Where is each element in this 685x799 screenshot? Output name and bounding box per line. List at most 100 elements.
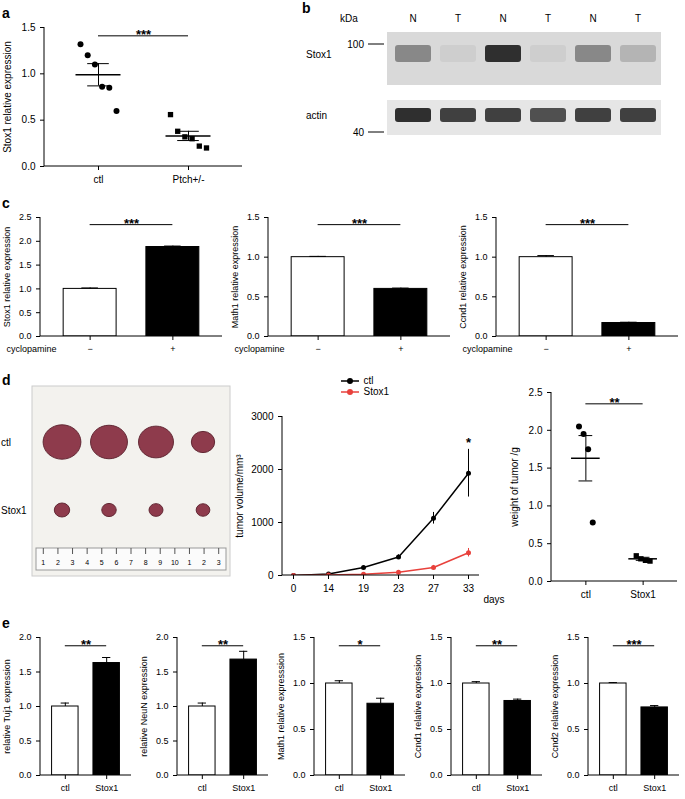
svg-text:N: N bbox=[589, 13, 596, 24]
svg-text:2: 2 bbox=[202, 559, 206, 566]
svg-text:2.0: 2.0 bbox=[19, 236, 32, 246]
svg-text:**: ** bbox=[609, 395, 620, 410]
svg-text:1.5: 1.5 bbox=[156, 667, 169, 677]
svg-text:N: N bbox=[499, 13, 506, 24]
svg-text:ctl: ctl bbox=[198, 783, 207, 793]
svg-text:14: 14 bbox=[323, 583, 335, 594]
svg-text:Ccnd2 relative expression: Ccnd2 relative expression bbox=[550, 655, 560, 759]
svg-text:7: 7 bbox=[129, 559, 133, 566]
svg-text:0.5: 0.5 bbox=[156, 736, 169, 746]
svg-text:1000: 1000 bbox=[251, 517, 274, 528]
svg-text:1.0: 1.0 bbox=[19, 284, 32, 294]
svg-text:2: 2 bbox=[56, 559, 60, 566]
svg-text:ctl: ctl bbox=[1, 437, 11, 448]
svg-text:0.5: 0.5 bbox=[22, 114, 36, 125]
svg-text:ctl: ctl bbox=[335, 783, 344, 793]
svg-text:1.5: 1.5 bbox=[22, 22, 36, 33]
svg-text:ctl: ctl bbox=[94, 174, 104, 185]
svg-text:5: 5 bbox=[100, 559, 104, 566]
svg-text:0.5: 0.5 bbox=[19, 736, 32, 746]
svg-text:**: ** bbox=[218, 637, 229, 652]
svg-text:1.0: 1.0 bbox=[156, 701, 169, 711]
svg-text:cyclopamine: cyclopamine bbox=[7, 344, 57, 354]
svg-text:ctl: ctl bbox=[609, 783, 618, 793]
svg-text:T: T bbox=[545, 13, 551, 24]
svg-text:0.5: 0.5 bbox=[19, 308, 32, 318]
svg-text:ctl: ctl bbox=[581, 589, 591, 600]
svg-text:**: ** bbox=[81, 637, 92, 652]
svg-text:N: N bbox=[409, 13, 416, 24]
svg-text:1.0: 1.0 bbox=[19, 701, 32, 711]
svg-text:0.5: 0.5 bbox=[529, 538, 543, 549]
svg-text:1.0: 1.0 bbox=[529, 500, 543, 511]
svg-text:actin: actin bbox=[306, 110, 327, 121]
svg-text:10: 10 bbox=[171, 559, 179, 566]
svg-text:0.5: 0.5 bbox=[293, 724, 306, 734]
svg-text:+: + bbox=[626, 344, 631, 354]
svg-text:100: 100 bbox=[347, 39, 364, 50]
svg-text:Stox1: Stox1 bbox=[630, 589, 656, 600]
svg-text:0: 0 bbox=[291, 583, 297, 594]
svg-text:1: 1 bbox=[41, 559, 45, 566]
svg-text:6: 6 bbox=[114, 559, 118, 566]
svg-text:23: 23 bbox=[393, 583, 405, 594]
svg-text:cyclopamine: cyclopamine bbox=[463, 344, 513, 354]
svg-text:2.0: 2.0 bbox=[156, 632, 169, 642]
svg-text:Stox1: Stox1 bbox=[1, 505, 27, 516]
svg-text:1.5: 1.5 bbox=[475, 212, 488, 222]
svg-text:Ptch+/-: Ptch+/- bbox=[173, 174, 205, 185]
svg-text:0.5: 0.5 bbox=[567, 724, 580, 734]
svg-text:days: days bbox=[483, 594, 504, 605]
svg-text:2000: 2000 bbox=[251, 464, 274, 475]
svg-text:Stox1: Stox1 bbox=[95, 783, 118, 793]
svg-text:kDa: kDa bbox=[340, 13, 358, 24]
svg-text:***: *** bbox=[580, 216, 596, 231]
svg-text:0.0: 0.0 bbox=[247, 331, 260, 341]
svg-text:Stox1 relative expression: Stox1 relative expression bbox=[2, 41, 13, 153]
svg-text:0: 0 bbox=[268, 570, 274, 581]
svg-text:0.0: 0.0 bbox=[529, 576, 543, 587]
svg-text:0.0: 0.0 bbox=[22, 161, 36, 172]
svg-text:weight of tumor /g: weight of tumor /g bbox=[509, 447, 520, 527]
svg-text:0.0: 0.0 bbox=[475, 331, 488, 341]
svg-text:Stox1: Stox1 bbox=[506, 783, 529, 793]
svg-text:+: + bbox=[398, 344, 403, 354]
svg-text:−: − bbox=[88, 344, 93, 354]
svg-text:T: T bbox=[455, 13, 461, 24]
svg-text:−: − bbox=[316, 344, 321, 354]
svg-text:Stox1: Stox1 bbox=[643, 783, 666, 793]
svg-text:tumor volume/mm³: tumor volume/mm³ bbox=[234, 454, 245, 538]
svg-text:0.0: 0.0 bbox=[567, 770, 580, 780]
svg-text:Ccnd1 relative expression: Ccnd1 relative expression bbox=[413, 655, 423, 759]
svg-text:−: − bbox=[544, 344, 549, 354]
svg-text:Stox1: Stox1 bbox=[369, 783, 392, 793]
svg-text:Stox1 relative expression: Stox1 relative expression bbox=[2, 227, 12, 328]
svg-text:1.5: 1.5 bbox=[567, 632, 580, 642]
svg-text:1.0: 1.0 bbox=[22, 68, 36, 79]
svg-text:1.5: 1.5 bbox=[293, 632, 306, 642]
svg-text:+: + bbox=[170, 344, 175, 354]
svg-text:1.0: 1.0 bbox=[293, 678, 306, 688]
svg-text:***: *** bbox=[136, 27, 152, 42]
svg-text:0.0: 0.0 bbox=[19, 770, 32, 780]
svg-text:1.5: 1.5 bbox=[529, 462, 543, 473]
svg-text:4: 4 bbox=[85, 559, 89, 566]
svg-text:Stox1: Stox1 bbox=[306, 49, 332, 60]
svg-text:cyclopamine: cyclopamine bbox=[235, 344, 285, 354]
svg-text:0.5: 0.5 bbox=[430, 724, 443, 734]
svg-text:1.0: 1.0 bbox=[567, 678, 580, 688]
svg-text:9: 9 bbox=[158, 559, 162, 566]
svg-text:1: 1 bbox=[188, 559, 192, 566]
svg-text:Stox1: Stox1 bbox=[232, 783, 255, 793]
svg-text:1.0: 1.0 bbox=[430, 678, 443, 688]
svg-text:Ccnd1 relative expression: Ccnd1 relative expression bbox=[458, 225, 468, 329]
svg-text:***: *** bbox=[626, 637, 642, 652]
svg-text:1.5: 1.5 bbox=[430, 632, 443, 642]
svg-text:1.5: 1.5 bbox=[19, 667, 32, 677]
svg-text:1.5: 1.5 bbox=[19, 260, 32, 270]
svg-text:*: * bbox=[357, 637, 363, 652]
svg-text:Math1 relative expression: Math1 relative expression bbox=[230, 226, 240, 329]
svg-text:2.0: 2.0 bbox=[19, 632, 32, 642]
svg-text:relative Tuj1 expression: relative Tuj1 expression bbox=[2, 659, 12, 754]
svg-text:0.0: 0.0 bbox=[19, 331, 32, 341]
